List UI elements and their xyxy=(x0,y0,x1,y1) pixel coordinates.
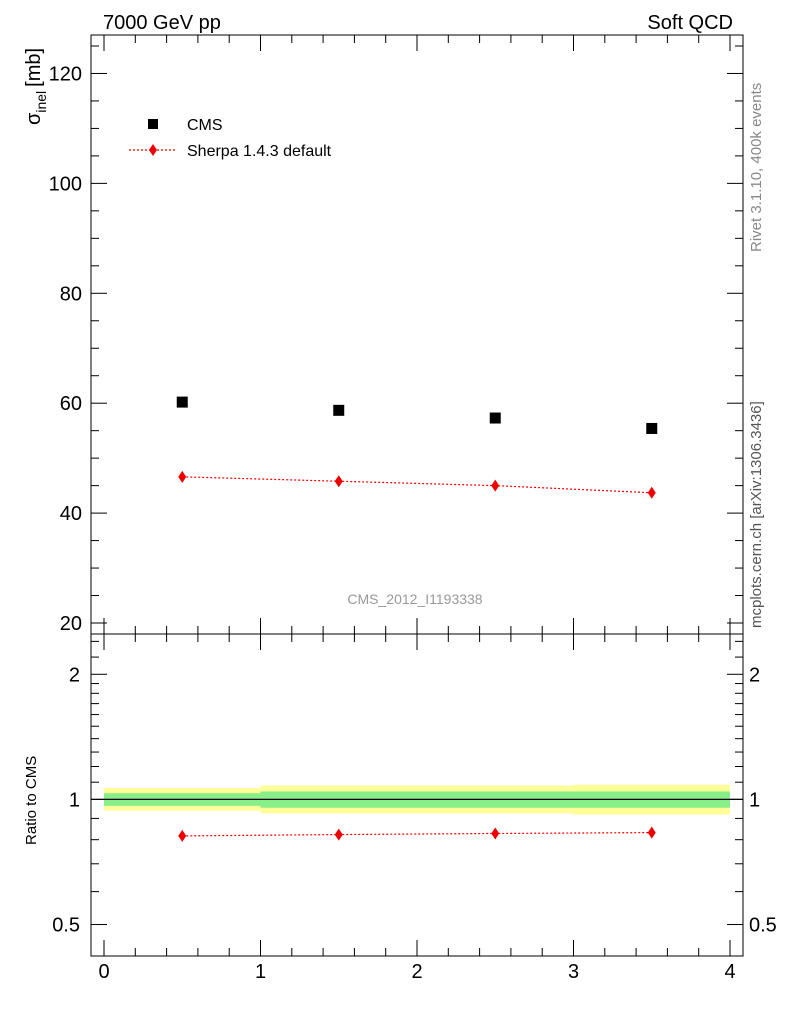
data-point-diamond xyxy=(491,827,500,840)
ratio-xtick-label: 2 xyxy=(411,961,422,983)
ratio-xtick-label: 1 xyxy=(255,961,266,983)
ratio-x-ticks: 0 1 2 3 4 xyxy=(98,634,736,983)
ratio-y-ticks: 0.5 0.5 1 1 2 2 xyxy=(52,640,777,937)
ratio-ytick-label-right: 2 xyxy=(749,664,760,686)
ratio-xtick-label: 3 xyxy=(568,961,579,983)
ratio-ytick-label-right: 0.5 xyxy=(749,915,777,937)
main-ylabel: σinel [mb] xyxy=(23,48,49,125)
ratio-ytick-label-left: 0.5 xyxy=(52,915,80,937)
ylabel-subscript: inel xyxy=(33,91,49,113)
ratio-ytick-label-left: 2 xyxy=(69,664,80,686)
main-ytick-label: 40 xyxy=(60,503,82,525)
main-panel: 20 40 60 80 100 120 CMS_2012_I1193338 σinel [m… xyxy=(23,34,744,635)
watermark: CMS_2012_I1193338 xyxy=(347,591,482,607)
legend-sherpa-label: Sherpa 1.4.3 default xyxy=(187,143,332,160)
ylabel-unit: [mb] xyxy=(23,48,45,87)
data-point-diamond xyxy=(647,486,656,499)
main-ytick-label: 80 xyxy=(60,283,82,305)
header-left: 7000 GeV pp xyxy=(103,12,221,34)
legend-cms-label: CMS xyxy=(187,117,223,134)
data-point-diamond xyxy=(178,470,187,483)
mcplots-label: mcplots.cern.ch [arXiv:1306.3436] xyxy=(748,401,765,628)
data-point-diamond xyxy=(334,828,343,841)
data-point-square xyxy=(646,422,658,434)
legend: CMS Sherpa 1.4.3 default xyxy=(129,117,332,160)
data-point-square xyxy=(489,412,501,424)
main-ytick-label: 100 xyxy=(49,173,82,195)
ylabel-symbol: σ xyxy=(23,112,45,125)
series-line xyxy=(182,832,652,837)
data-point-square xyxy=(333,404,345,416)
main-ytick-label: 120 xyxy=(49,63,82,85)
data-point-diamond xyxy=(178,829,187,842)
data-point-diamond xyxy=(334,475,343,488)
ratio-ylabel: Ratio to CMS xyxy=(23,756,40,845)
main-x-ticks xyxy=(103,35,731,634)
ratio-xtick-label: 4 xyxy=(724,961,735,983)
main-y-ticks: 20 40 60 80 100 120 xyxy=(49,45,743,635)
main-ytick-label: 60 xyxy=(60,393,82,415)
data-point-diamond xyxy=(491,479,500,492)
main-series xyxy=(176,396,658,499)
ratio-ytick-label-right: 1 xyxy=(749,789,760,811)
series-line xyxy=(182,476,652,494)
svg-text:σinel[mb]: σinel [mb] xyxy=(23,48,49,125)
header-right: Soft QCD xyxy=(647,12,733,34)
legend-cms-marker xyxy=(148,119,158,129)
data-point-square xyxy=(176,396,188,408)
data-point-diamond xyxy=(647,826,656,839)
ratio-xtick-label: 0 xyxy=(98,961,109,983)
ratio-ytick-label-left: 1 xyxy=(69,789,80,811)
ratio-series xyxy=(178,826,656,842)
rivet-label: Rivet 3.1.10, 400k events xyxy=(748,83,765,252)
ratio-panel: 0.5 0.5 1 1 2 2 0 1 2 3 4 Ratio to CMS xyxy=(23,633,777,983)
main-ytick-label: 20 xyxy=(60,613,82,635)
legend-sherpa-marker xyxy=(149,144,157,156)
